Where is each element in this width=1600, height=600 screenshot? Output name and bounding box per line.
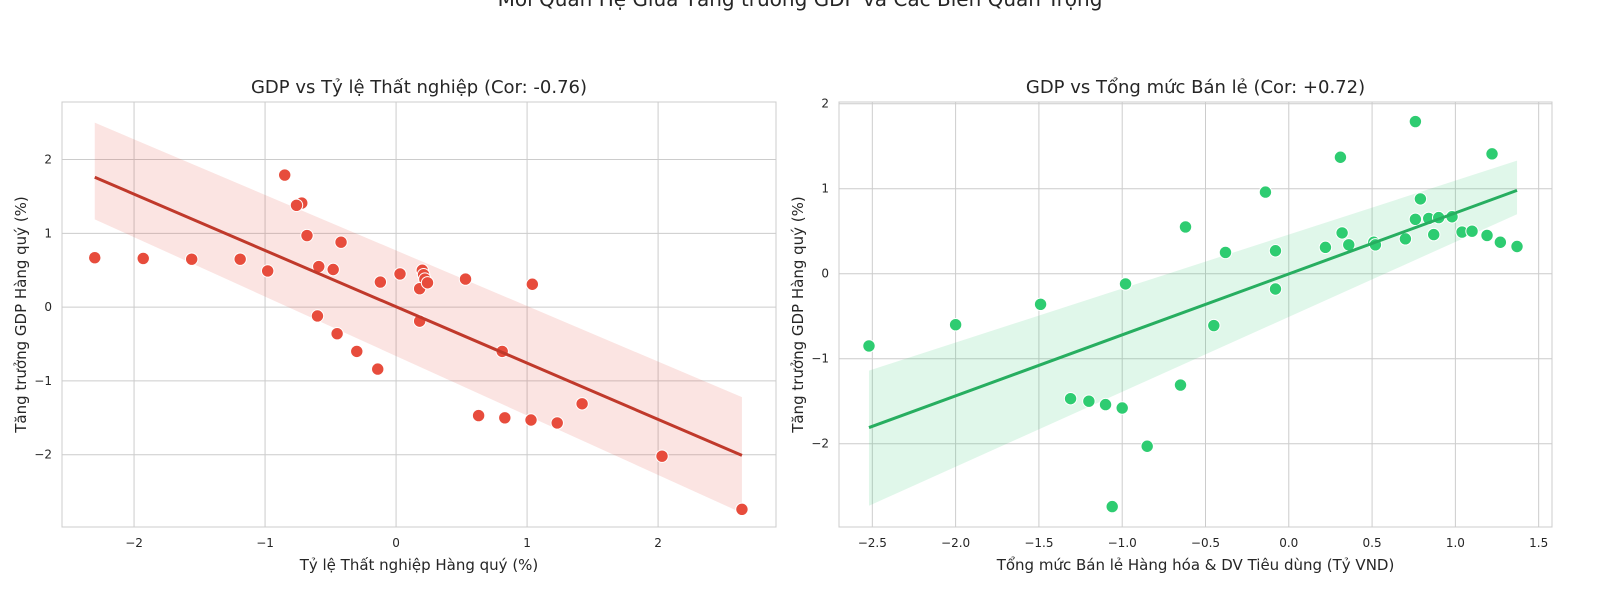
scatter-point: [1033, 297, 1048, 311]
x-tick-label: 0.5: [1363, 536, 1382, 550]
scatter-point: [1115, 401, 1129, 415]
y-axis-label: Tăng trưởng GDP Hàng quý (%): [12, 196, 30, 434]
scatter-point: [1105, 499, 1119, 514]
y-tick-label: −1: [811, 352, 829, 366]
scatter-point: [278, 168, 292, 182]
chart-panel-retail: −2.5 −2.0 −1.5 −1.0 −0.5 0.0 0.5 1.0 1.5 −2 −1 0 1 2 G…: [789, 77, 1553, 574]
scatter-point: [1408, 114, 1423, 129]
scatter-point: [471, 408, 486, 423]
scatter-point: [1082, 394, 1096, 408]
scatter-point: [1427, 227, 1441, 242]
scatter-point: [1480, 228, 1494, 243]
x-tick-label: 2: [654, 536, 662, 550]
scatter-point: [524, 413, 538, 427]
scatter-point: [310, 309, 325, 323]
regression-line: [94, 175, 743, 457]
chart-panel-unemployment: −2 −1 0 1 2 −2 −1 0 1 2 GDP vs Tỷ lệ Thất nghiệp (…: [12, 77, 777, 574]
confidence-band: [868, 160, 1518, 506]
scatter-point: [326, 262, 340, 277]
y-tick-label: −2: [34, 448, 52, 462]
y-tick-label: 0: [44, 300, 52, 314]
scatter-point: [233, 252, 247, 266]
scatter-point: [1178, 220, 1193, 234]
scatter-point: [1258, 185, 1273, 199]
scatter-point: [1413, 192, 1428, 206]
scatter-point: [1140, 439, 1154, 453]
scatter-point: [1408, 212, 1423, 227]
plot-frame: [838, 101, 1553, 528]
scatter-point: [525, 277, 540, 291]
scatter-point: [1318, 240, 1333, 255]
scatter-point: [289, 198, 304, 212]
scatter-point: [1098, 397, 1113, 412]
regression-line: [868, 188, 1518, 429]
y-tick-label: 1: [44, 226, 52, 240]
y-tick-label: 2: [44, 153, 52, 167]
scatter-point: [184, 252, 199, 266]
scatter-point: [498, 411, 512, 425]
scatter-point: [862, 339, 876, 353]
x-tick-label: −2.5: [858, 536, 887, 550]
scatter-point: [1173, 378, 1188, 392]
scatter-point: [420, 276, 435, 290]
scatter-point: [300, 228, 314, 243]
scatter-point: [1398, 232, 1413, 246]
chart-title: GDP vs Tỷ lệ Thất nghiệp (Cor: -0.76): [251, 77, 587, 98]
scatter-point: [458, 272, 473, 286]
y-tick-label: 0: [821, 267, 829, 281]
scatter-point: [330, 326, 344, 341]
x-tick-label: 0: [392, 536, 400, 550]
scatter-point: [260, 264, 275, 278]
scatter-point: [334, 235, 348, 249]
scatter-point: [371, 362, 385, 376]
scatter-point: [393, 267, 407, 281]
scatter-point: [1268, 282, 1283, 296]
x-tick-label: −2: [125, 536, 143, 550]
x-tick-label: −2.0: [941, 536, 970, 550]
scatter-point: [1510, 239, 1524, 254]
scatter-point: [575, 397, 589, 411]
scatter-point: [948, 318, 963, 332]
y-tick-label: 1: [821, 182, 829, 196]
scatter-point: [1207, 318, 1221, 333]
scatter-point: [88, 250, 102, 265]
scatter-point: [1465, 224, 1479, 238]
y-axis-label: Tăng trưởng GDP Hàng quý (%): [789, 196, 807, 434]
x-tick-label: 0.0: [1279, 536, 1298, 550]
y-tick-label: −1: [34, 374, 52, 388]
scatter-point: [735, 502, 749, 516]
x-tick-label: 1: [523, 536, 531, 550]
x-tick-label: −1.5: [1024, 536, 1053, 550]
scatter-point: [136, 251, 150, 266]
x-axis-label: Tỷ lệ Thất nghiệp Hàng quý (%): [299, 556, 539, 574]
scatter-point: [1118, 277, 1133, 291]
x-tick-label: −0.5: [1191, 536, 1220, 550]
chart-title: GDP vs Tổng mức Bán lẻ (Cor: +0.72): [1026, 77, 1365, 98]
y-tick-label: 2: [821, 97, 829, 111]
scatter-point: [1063, 391, 1078, 406]
scatter-point: [350, 344, 364, 359]
y-tick-label: −2: [811, 437, 829, 451]
scatter-point: [1268, 244, 1283, 258]
x-tick-label: 1.0: [1446, 536, 1465, 550]
x-axis-label: Tổng mức Bán lẻ Hàng hóa & DV Tiêu dùng …: [996, 556, 1395, 574]
scatter-point: [655, 449, 669, 463]
x-tick-label: 1.5: [1529, 536, 1548, 550]
plot-frame: [61, 101, 777, 528]
x-tick-label: −1: [256, 536, 274, 550]
scatter-point: [1493, 235, 1508, 249]
scatter-point: [1218, 245, 1233, 260]
scatter-point: [1335, 226, 1349, 240]
scatter-point: [1485, 147, 1499, 161]
figure-suptitle: Mối Quan Hệ Giữa Tăng trưởng GDP và Các …: [498, 0, 1103, 11]
scatter-point: [1333, 150, 1348, 164]
scatter-point: [550, 416, 564, 430]
scatter-point: [373, 275, 388, 289]
x-tick-label: −1.0: [1108, 536, 1137, 550]
